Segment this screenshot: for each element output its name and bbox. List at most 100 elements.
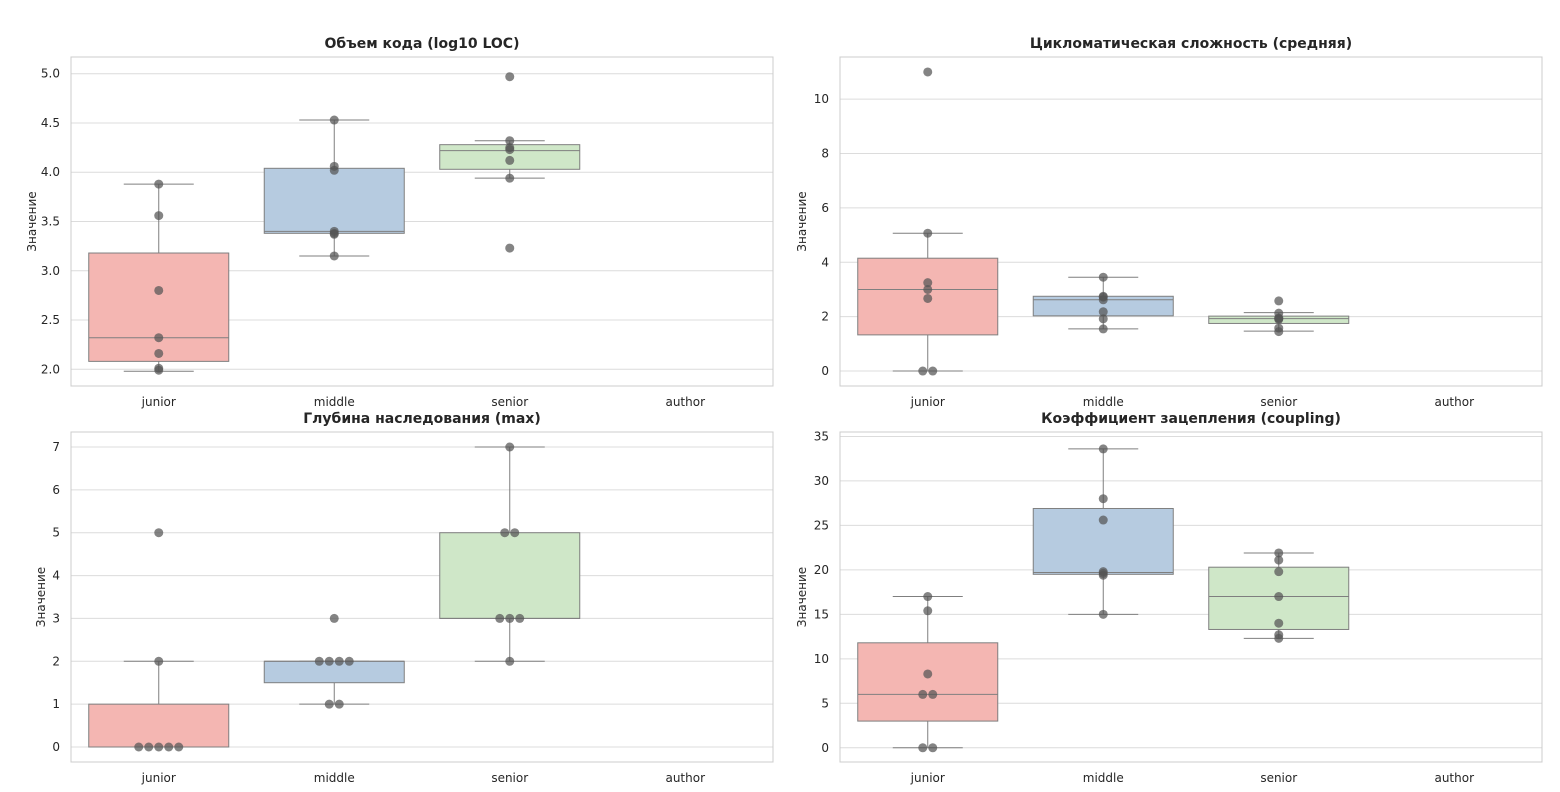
data-point-middle	[324, 699, 334, 709]
y-tick-label: 0	[52, 740, 60, 754]
data-point-middle	[329, 115, 339, 125]
x-tick-label: senior	[491, 771, 528, 785]
x-tick-label: junior	[141, 395, 176, 409]
y-tick-label: 3	[52, 611, 60, 625]
plot-frame	[70, 56, 774, 387]
y-tick-label: 3.0	[41, 264, 60, 278]
x-tick-label: middle	[314, 395, 355, 409]
data-point-senior	[505, 136, 515, 146]
data-point-senior	[505, 243, 515, 253]
y-tick-label: 5	[821, 696, 829, 710]
data-point-junior	[928, 743, 938, 753]
y-axis-label: Значение	[25, 191, 39, 251]
y-axis-label: Значение	[795, 191, 809, 251]
data-point-senior	[1274, 592, 1284, 602]
data-point-middle	[1098, 444, 1108, 454]
y-axis-label: Значение	[34, 567, 48, 627]
data-point-middle	[329, 251, 339, 261]
data-point-senior	[515, 613, 525, 623]
data-point-junior	[918, 743, 928, 753]
box-junior	[857, 232, 999, 372]
y-tick-label: 35	[814, 429, 829, 443]
y-tick-label: 6	[52, 483, 60, 497]
y-tick-label: 25	[814, 518, 829, 532]
data-point-junior	[154, 179, 164, 189]
chart-title: Глубина наследования (max)	[303, 411, 541, 427]
data-point-junior	[923, 606, 933, 616]
chart-title: Объем кода (log10 LOC)	[325, 36, 520, 52]
data-point-senior	[510, 528, 520, 538]
y-tick-label: 30	[814, 474, 829, 488]
data-point-junior	[923, 278, 933, 288]
data-point-middle	[1098, 515, 1108, 525]
plot-frame	[839, 431, 1543, 763]
y-tick-label: 10	[814, 652, 829, 666]
data-point-senior	[1274, 618, 1284, 628]
x-tick-label: senior	[1260, 395, 1297, 409]
y-tick-label: 6	[821, 201, 829, 215]
box-iqr	[857, 642, 999, 722]
data-point-senior	[505, 72, 515, 82]
box-junior	[88, 183, 230, 372]
y-tick-label: 15	[814, 607, 829, 621]
y-tick-label: 4	[52, 569, 60, 583]
plot-frame	[839, 56, 1543, 387]
data-point-junior	[154, 348, 164, 358]
data-point-middle	[1098, 314, 1108, 324]
y-tick-label: 0	[821, 364, 829, 378]
data-point-junior	[154, 528, 164, 538]
plot-frame	[70, 431, 774, 763]
data-point-junior	[164, 742, 174, 752]
data-point-middle	[334, 656, 344, 666]
box-middle	[263, 660, 405, 705]
data-point-junior	[918, 689, 928, 699]
data-point-middle	[314, 656, 324, 666]
x-tick-label: author	[665, 395, 705, 409]
data-point-senior	[505, 145, 515, 155]
y-tick-label: 5	[52, 526, 60, 540]
box-iqr	[263, 660, 405, 684]
data-point-middle	[1098, 609, 1108, 619]
x-tick-label: junior	[910, 395, 945, 409]
data-point-junior	[154, 333, 164, 343]
data-point-senior	[1274, 314, 1284, 324]
y-tick-label: 2.5	[41, 313, 60, 327]
x-tick-label: middle	[1083, 771, 1124, 785]
data-point-middle	[329, 613, 339, 623]
data-point-junior	[923, 67, 933, 77]
data-point-junior	[923, 293, 933, 303]
box-iqr	[439, 532, 581, 619]
chart-panel-4: 0 5 10 15 20 25 30 35 junior middle senior author Ко…	[795, 411, 1543, 785]
chart-panel-1: 2.0 2.5 3.0 3.5 4.0 4.5 5.0 junior middle senior a…	[25, 36, 774, 409]
y-tick-label: 4.5	[41, 116, 60, 130]
x-tick-label: author	[1434, 771, 1474, 785]
data-point-middle	[1098, 570, 1108, 580]
box-junior	[857, 596, 999, 749]
box-iqr	[263, 167, 405, 234]
box-junior	[88, 660, 230, 748]
data-point-senior	[1274, 327, 1284, 337]
box-middle	[1032, 448, 1174, 615]
data-point-junior	[918, 366, 928, 376]
data-point-middle	[344, 656, 354, 666]
data-point-senior	[500, 528, 510, 538]
y-tick-label: 7	[52, 440, 60, 454]
box-middle	[263, 119, 405, 257]
y-tick-label: 8	[821, 147, 829, 161]
data-point-junior	[923, 284, 933, 294]
data-point-middle	[1098, 324, 1108, 334]
y-tick-label: 4	[821, 255, 829, 269]
data-point-junior	[154, 365, 164, 375]
x-tick-label: senior	[491, 395, 528, 409]
data-point-senior	[505, 656, 515, 666]
data-point-senior	[495, 613, 505, 623]
data-point-middle	[1098, 307, 1108, 317]
chart-title: Коэффициент зацепления (coupling)	[1041, 411, 1341, 427]
x-tick-label: junior	[141, 771, 176, 785]
data-point-senior	[1274, 548, 1284, 558]
data-point-senior	[505, 173, 515, 183]
data-point-senior	[1274, 633, 1284, 643]
y-tick-label: 10	[814, 92, 829, 106]
data-point-junior	[923, 592, 933, 602]
